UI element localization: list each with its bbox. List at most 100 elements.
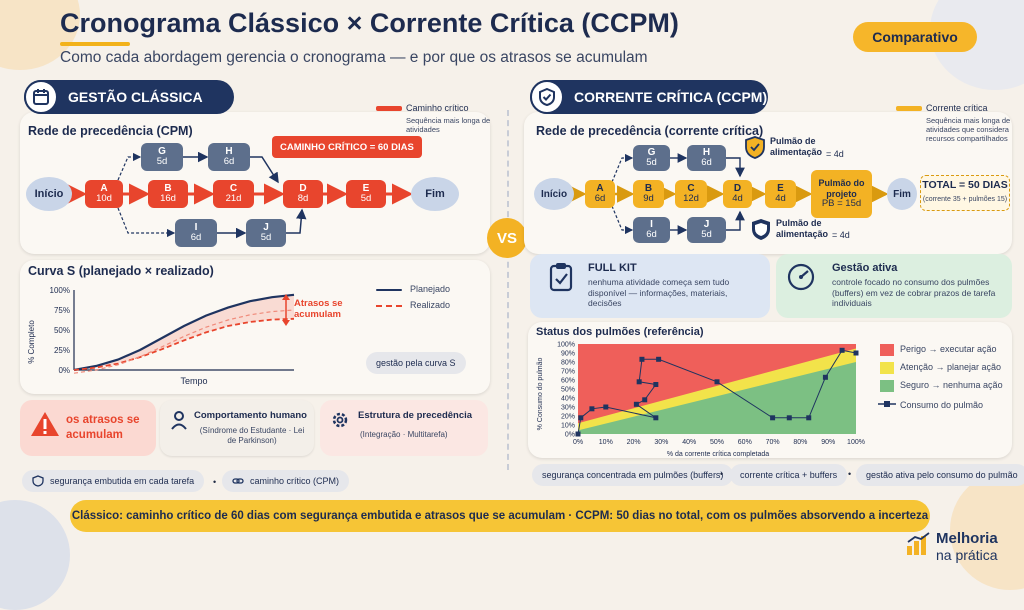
classic-network-arrows (66, 151, 413, 239)
classic-network-title: Rede de precedência (CPM) (28, 124, 193, 138)
feeding-buffer-top-icon (745, 136, 765, 159)
human-behavior-desc: (Síndrome do Estudante · Lei de Parkinso… (199, 426, 305, 445)
active-management-desc: controle focado no consumo dos pulmões (… (832, 277, 996, 309)
fever-y-tick: 80% (561, 360, 575, 367)
classic-node-c: C 21d (213, 180, 254, 208)
buffer-consumption-point (653, 382, 659, 387)
shield-check-icon (530, 80, 564, 114)
fever-y-tick: 90% (561, 351, 575, 358)
critical-path-legend-title: Caminho crítico (406, 103, 469, 113)
actual-spread-line (73, 309, 295, 374)
total-duration-title: TOTAL = 50 DIAS (922, 179, 1008, 191)
zone-safe-label: Seguro → nenhuma ação (900, 380, 1003, 390)
zone-attention-label: Atenção → planejar ação (900, 362, 1002, 372)
ccpm-node-c: C 12d (675, 180, 707, 208)
fever-x-tick: 20% (627, 439, 641, 446)
delay-gap-area (74, 294, 294, 370)
buffer-consumption-point (656, 356, 662, 362)
feeding-buffer-top-label: Pulmão de alimentação (770, 136, 823, 157)
critical-chain-legend-desc: Sequência mais longa de atividades que c… (926, 116, 1011, 143)
ccpm-node-g-name: G (647, 146, 656, 158)
classic-node-a: A 10d (85, 180, 123, 208)
buffer-consumption-point (853, 350, 859, 356)
active-management-title: Gestão ativa (832, 262, 898, 274)
ccpm-node-h: H 6d (687, 145, 726, 171)
classic-chip-safety: segurança embutida em cada tarefa (22, 470, 205, 492)
scurve-y-tick: 0% (58, 366, 70, 375)
clipboard-check-icon (549, 263, 573, 292)
buffer-consumption-point (806, 415, 812, 421)
vs-badge: VS (487, 218, 527, 258)
ccpm-node-b: B 9d (633, 180, 664, 208)
fever-x-tick: 50% (710, 439, 724, 446)
zone-safe-swatch (880, 380, 894, 392)
fever-y-tick: 100% (557, 342, 575, 349)
node-i-name: I (194, 221, 198, 233)
buffer-consumption-legend-line (878, 401, 896, 407)
buffer-consumption-point (633, 401, 639, 407)
fever-x-tick: 100% (847, 439, 865, 446)
buffer-consumption-point (603, 404, 609, 410)
ccpm-node-i: I 6d (633, 217, 670, 243)
node-h-name: H (225, 145, 233, 157)
node-g-name: G (158, 145, 166, 157)
chip-separator: • (213, 477, 217, 487)
decor-blob-bottom-left (0, 500, 70, 610)
scurve-title: Curva S (planejado × realizado) (28, 264, 214, 278)
buffer-consumption-legend-label: Consumo do pulmão (900, 400, 984, 410)
fever-chart: 0% 10% 20% 30% 40% 50% 60% 70% 80% 90% 100% 0% 10% 20… (537, 342, 865, 459)
ccpm-node-a: A 6d (585, 180, 615, 208)
full-kit-title: FULL KIT (588, 262, 637, 274)
planned-legend-line (376, 289, 402, 291)
person-icon (171, 411, 187, 430)
classic-node-e: E 5d (346, 180, 386, 208)
node-a-name: A (100, 182, 108, 194)
ccpm-chip-active: gestão ativa pelo consumo do pulmão (856, 464, 1024, 486)
node-h-duration: 6d (223, 156, 235, 168)
ccpm-node-e-name: E (777, 182, 784, 194)
critical-chain-legend-title: Corrente crítica (926, 103, 988, 113)
classic-node-start: Início (26, 177, 72, 211)
fever-x-tick: 10% (599, 439, 613, 446)
scurve-y-tick: 50% (54, 326, 70, 335)
ccpm-section-title: CORRENTE CRÍTICA (CCPM) (574, 89, 768, 105)
ccpm-chip-buffers: segurança concentrada em pulmões (buffer… (532, 464, 734, 486)
node-b-name: B (164, 182, 172, 194)
actual-legend-label: Realizado (410, 300, 451, 310)
fever-y-tick: 40% (561, 396, 575, 403)
ccpm-node-g: G 5d (633, 145, 670, 171)
fever-chart-title: Status dos pulmões (referência) (536, 326, 704, 338)
node-i-duration: 6d (190, 232, 202, 244)
scurve-annotation: Atrasos se acumulam (294, 298, 343, 321)
fever-x-tick: 40% (682, 439, 696, 446)
buffer-consumption-point (589, 406, 595, 412)
page-title: Cronograma Clássico × Corrente Crítica (… (60, 8, 679, 38)
calendar-icon (24, 80, 58, 114)
scurve-y-tick: 75% (54, 306, 70, 315)
ccpm-node-end: Fim (887, 178, 917, 210)
critical-chain-legend-swatch (896, 106, 922, 111)
delays-alert-text: os atrasos se acumulam (66, 414, 140, 441)
fever-y-label: % Consumo do pulmão (537, 358, 544, 431)
classic-chip-cpm: caminho crítico (CPM) (222, 470, 350, 492)
node-e-name: E (362, 182, 370, 194)
fever-x-tick: 30% (654, 439, 668, 446)
buffer-consumption-point (575, 431, 581, 437)
buffer-consumption-point (636, 379, 642, 385)
ccpm-node-i-name: I (650, 218, 653, 230)
scurve-note-chip: gestão pela curva S (366, 352, 466, 374)
ccpm-node-j-name: J (703, 218, 710, 230)
chip-separator: • (848, 469, 852, 479)
page-subtitle: Como cada abordagem gerencia o cronogram… (60, 49, 648, 66)
ccpm-node-d: D 4d (723, 180, 752, 208)
feeding-buffer-bottom-value: = 4d (832, 230, 850, 240)
chip-separator: • (720, 469, 724, 479)
fever-y-tick: 30% (561, 405, 575, 412)
node-a-duration: 10d (96, 193, 112, 205)
classic-node-b: B 16d (148, 180, 188, 208)
buffer-consumption-point (714, 379, 720, 385)
warning-icon (31, 412, 59, 436)
critical-path-legend-desc: Sequência mais longa de atividades (406, 116, 491, 134)
ccpm-network-arrows (569, 153, 889, 235)
gear-icon (332, 412, 348, 428)
